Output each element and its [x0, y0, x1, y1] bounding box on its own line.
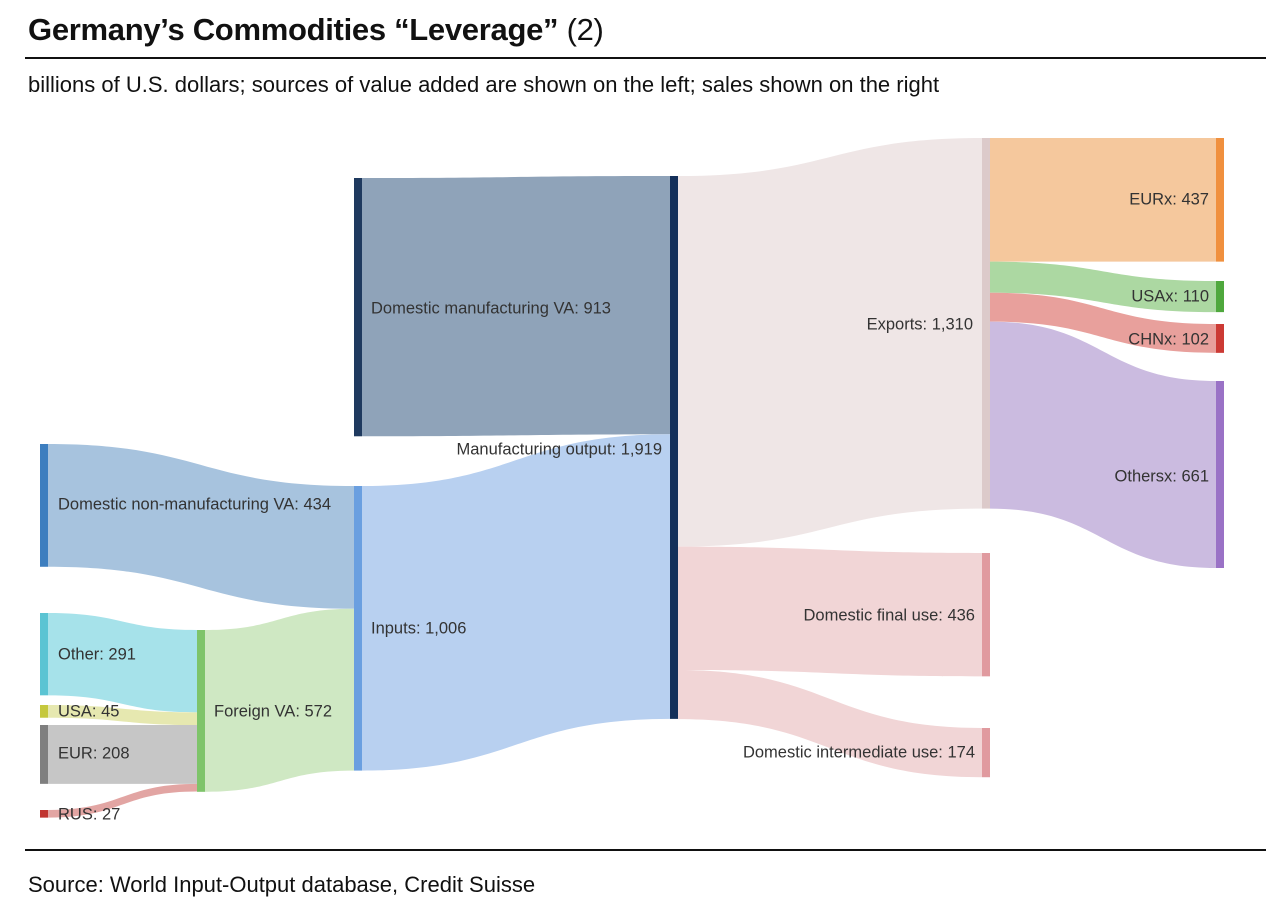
sankey-node-chnx: [1216, 324, 1224, 353]
sankey-link-usa-to-foreign: [48, 705, 197, 726]
sankey-node-usa: [40, 705, 48, 718]
sankey-node-mfg_output: [670, 176, 678, 719]
sankey-link-other-to-foreign: [48, 613, 197, 713]
sankey-node-eur: [40, 725, 48, 784]
sankey-label-dom_nonmfg: Domestic non-manufacturing VA: 434: [58, 495, 331, 513]
sankey-link-eur-to-foreign: [48, 725, 197, 784]
sankey-node-other: [40, 613, 48, 696]
sankey-node-inputs: [354, 486, 362, 771]
sankey-node-eurx: [1216, 138, 1224, 262]
sankey-link-exports-to-eurx: [990, 138, 1216, 262]
sankey-node-dom_inter: [982, 728, 990, 778]
sankey-node-usax: [1216, 281, 1224, 313]
sankey-link-foreign-to-inputs: [205, 608, 354, 792]
sankey-link-dom_nonmfg-to-inputs: [48, 444, 354, 609]
sankey-node-rus: [40, 810, 48, 818]
sankey-label-dom_mfg: Domestic manufacturing VA: 913: [371, 299, 611, 317]
sankey-label-dom_inter: Domestic intermediate use: 174: [743, 743, 975, 761]
sankey-link-mfg_output-to-dom_final: [678, 546, 982, 677]
sankey-node-dom_final: [982, 553, 990, 677]
sankey-node-foreign: [197, 630, 205, 792]
sankey-link-mfg_output-to-exports: [678, 138, 982, 547]
sankey-node-dom_nonmfg: [40, 444, 48, 567]
sankey-link-inputs-to-mfg_output: [362, 434, 670, 771]
chart-title-suffix: (2): [566, 12, 604, 47]
sankey-node-othersx: [1216, 381, 1224, 568]
sankey-nodes: [40, 138, 1224, 818]
sankey-labels: Domestic non-manufacturing VA: 434 Other:…: [58, 190, 1209, 823]
sankey-label-othersx: Othersx: 661: [1115, 467, 1209, 485]
chart-title: Germany’s Commodities “Leverage” (2): [28, 12, 604, 48]
chart-title-text: Germany’s Commodities “Leverage”: [28, 12, 559, 47]
sankey-label-exports: Exports: 1,310: [867, 315, 973, 333]
sankey-label-mfg_output: Manufacturing output: 1,919: [457, 440, 662, 458]
source-note: Source: World Input-Output database, Cre…: [28, 872, 536, 897]
sankey-label-usa: USA: 45: [58, 702, 119, 720]
sankey-label-chnx: CHNx: 102: [1128, 330, 1209, 348]
sankey-node-dom_mfg: [354, 178, 362, 437]
sankey-link-exports-to-usax: [990, 261, 1216, 313]
sankey-label-eur: EUR: 208: [58, 744, 130, 762]
sankey-link-dom_mfg-to-mfg_output: [362, 176, 670, 437]
sankey-node-exports: [982, 138, 990, 509]
chart-subtitle: billions of U.S. dollars; sources of val…: [28, 72, 940, 97]
sankey-link-exports-to-othersx: [990, 321, 1216, 568]
sankey-label-usax: USAx: 110: [1131, 287, 1209, 305]
sankey-label-eurx: EURx: 437: [1129, 190, 1209, 208]
sankey-link-exports-to-chnx: [990, 292, 1216, 353]
bottom-rule: [25, 849, 1266, 851]
sankey-label-rus: RUS: 27: [58, 805, 120, 823]
sankey-links: [48, 138, 1216, 818]
sankey-label-other: Other: 291: [58, 645, 136, 663]
sankey-link-mfg_output-to-dom_inter: [678, 669, 982, 778]
top-rule: [25, 57, 1266, 59]
sankey-label-foreign: Foreign VA: 572: [214, 702, 332, 720]
sankey-link-rus-to-foreign: [48, 783, 197, 818]
sankey-label-inputs: Inputs: 1,006: [371, 619, 466, 637]
sankey-label-dom_final: Domestic final use: 436: [803, 606, 975, 624]
